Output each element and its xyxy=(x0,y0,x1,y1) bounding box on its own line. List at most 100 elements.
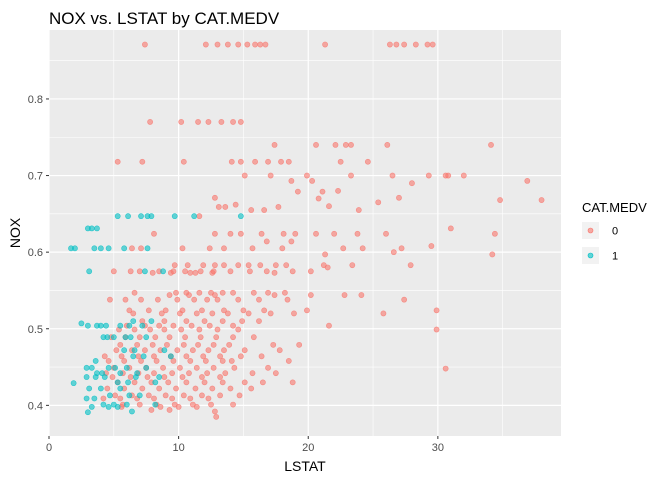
data-point-series-1 xyxy=(88,225,95,232)
data-point-series-0 xyxy=(117,395,124,402)
data-point-series-0 xyxy=(201,318,208,324)
data-point-series-0 xyxy=(145,307,152,314)
data-point-series-0 xyxy=(161,318,168,324)
data-point-series-0 xyxy=(170,268,177,275)
data-point-series-0 xyxy=(235,326,242,333)
data-point-series-0 xyxy=(230,289,236,296)
data-point-series-0 xyxy=(332,142,339,148)
data-point-series-0 xyxy=(335,187,341,194)
data-point-series-0 xyxy=(144,374,151,380)
data-point-series-0 xyxy=(337,158,344,165)
data-point-series-0 xyxy=(217,353,223,360)
data-point-series-1 xyxy=(129,408,135,415)
data-point-series-0 xyxy=(197,334,204,341)
data-point-series-0 xyxy=(160,364,166,371)
data-point-series-0 xyxy=(170,358,177,364)
data-point-series-0 xyxy=(280,230,287,237)
data-point-series-0 xyxy=(232,201,239,208)
data-point-series-0 xyxy=(142,347,148,354)
data-point-series-0 xyxy=(252,41,258,48)
data-point-series-1 xyxy=(83,364,90,371)
data-point-series-0 xyxy=(180,158,187,165)
data-point-series-0 xyxy=(538,197,545,203)
data-point-series-0 xyxy=(201,379,208,386)
data-point-series-0 xyxy=(230,401,236,408)
data-point-series-0 xyxy=(285,358,292,364)
data-point-series-0 xyxy=(236,392,243,399)
data-point-series-0 xyxy=(445,172,452,179)
data-point-series-0 xyxy=(156,385,163,392)
data-point-series-0 xyxy=(262,41,269,48)
data-point-series-0 xyxy=(114,158,121,165)
data-point-series-1 xyxy=(148,318,155,324)
data-point-series-0 xyxy=(162,307,169,314)
data-point-series-0 xyxy=(136,401,143,408)
data-point-series-0 xyxy=(249,245,256,252)
legend-label-0: 0 xyxy=(612,226,618,238)
data-point-series-0 xyxy=(161,374,168,380)
data-point-series-0 xyxy=(121,358,128,364)
data-point-series-0 xyxy=(222,204,229,210)
data-point-series-0 xyxy=(208,401,214,408)
data-point-series-0 xyxy=(227,230,234,237)
data-point-series-0 xyxy=(177,310,183,317)
data-point-series-0 xyxy=(177,364,183,371)
data-point-series-0 xyxy=(358,292,365,298)
data-point-series-1 xyxy=(70,380,77,387)
data-point-series-1 xyxy=(130,353,137,360)
data-point-series-0 xyxy=(162,392,169,399)
data-point-series-1 xyxy=(117,322,124,329)
data-point-series-0 xyxy=(189,347,196,354)
legend-label-1: 1 xyxy=(612,251,618,263)
data-point-series-0 xyxy=(126,307,133,314)
data-point-series-0 xyxy=(214,326,221,333)
data-point-series-0 xyxy=(447,225,454,232)
data-point-series-0 xyxy=(288,238,295,245)
data-point-series-0 xyxy=(218,119,225,125)
data-point-series-0 xyxy=(326,203,332,210)
data-point-series-0 xyxy=(165,379,172,386)
data-point-series-1 xyxy=(83,395,90,402)
data-point-series-0 xyxy=(187,358,194,364)
data-point-series-0 xyxy=(265,364,271,371)
data-point-series-1 xyxy=(88,403,95,410)
data-point-series-0 xyxy=(407,262,414,269)
y-tick-label: 0.5 xyxy=(28,324,43,336)
data-point-series-0 xyxy=(169,395,176,402)
data-point-series-1 xyxy=(143,334,150,341)
data-point-series-1 xyxy=(100,401,107,408)
data-point-series-1 xyxy=(107,392,113,399)
data-point-series-1 xyxy=(105,364,112,371)
data-point-series-1 xyxy=(126,322,133,329)
data-point-series-1 xyxy=(83,374,90,380)
data-point-series-0 xyxy=(214,41,221,48)
data-point-series-0 xyxy=(212,230,218,237)
data-point-series-0 xyxy=(122,296,129,303)
data-point-series-0 xyxy=(256,318,262,324)
data-point-series-0 xyxy=(401,296,408,303)
data-point-series-0 xyxy=(180,392,187,399)
data-point-series-1 xyxy=(91,395,98,402)
data-point-series-0 xyxy=(221,347,227,354)
data-point-series-0 xyxy=(247,268,253,275)
data-point-series-0 xyxy=(488,142,494,148)
data-point-series-0 xyxy=(309,178,316,184)
data-point-series-1 xyxy=(126,392,133,399)
data-point-series-0 xyxy=(249,370,256,377)
data-point-series-0 xyxy=(138,296,144,303)
data-point-series-1 xyxy=(161,347,168,354)
data-point-series-1 xyxy=(144,245,151,252)
data-point-series-0 xyxy=(138,358,144,364)
data-point-series-1 xyxy=(152,401,159,408)
data-point-series-0 xyxy=(383,230,389,237)
data-point-series-0 xyxy=(171,262,178,269)
legend-marker-0 xyxy=(587,227,594,234)
data-point-series-0 xyxy=(131,379,138,386)
data-point-series-0 xyxy=(270,341,277,348)
data-point-series-0 xyxy=(219,379,226,386)
data-point-series-0 xyxy=(139,385,146,392)
data-point-series-0 xyxy=(136,268,143,275)
data-point-series-0 xyxy=(294,188,301,195)
data-point-series-0 xyxy=(186,370,192,377)
data-point-series-0 xyxy=(182,334,189,341)
